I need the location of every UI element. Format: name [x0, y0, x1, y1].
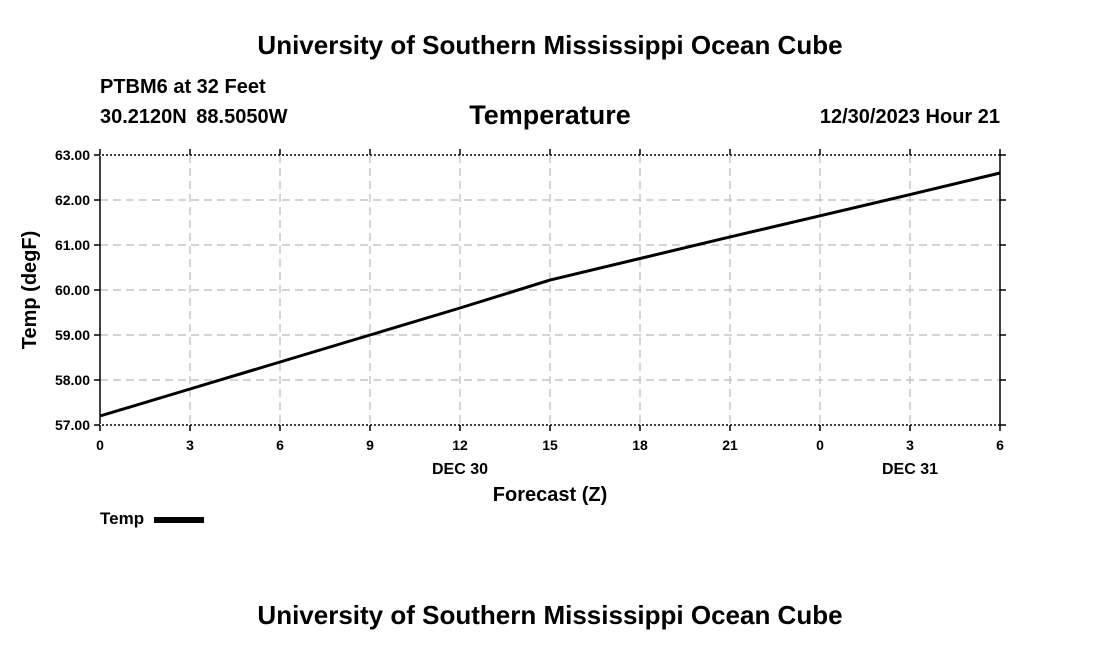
x-tick-label: 0	[96, 437, 104, 453]
y-axis-title: Temp (degF)	[19, 231, 41, 350]
y-tick-label: 62.00	[55, 192, 90, 208]
chart-title: Temperature	[469, 100, 631, 130]
station-coordinates: 30.2120N 88.5050W	[100, 106, 288, 128]
x-tick-label: 9	[366, 437, 374, 453]
main-title: University of Southern Mississippi Ocean…	[257, 30, 843, 60]
x-tick-label: 6	[996, 437, 1004, 453]
x-tick-label: 3	[186, 437, 194, 453]
x-tick-label: 21	[722, 437, 738, 453]
grid-lines	[100, 155, 1000, 425]
chart-datetime: 12/30/2023 Hour 21	[819, 106, 1000, 128]
series-line-temp	[99, 171, 1001, 418]
legend-line-swatch	[154, 517, 205, 523]
x-axis-ticks: 0 3 6 9 12 15 18 21 0 3 6 DEC 30 DEC 31	[96, 149, 1004, 478]
x-tick-label: 18	[632, 437, 648, 453]
y-tick-label: 59.00	[55, 327, 90, 343]
series-layer	[99, 171, 1001, 418]
y-axis-ticks: 57.00 58.00 59.00 60.00 61.00 62.00 63.00	[55, 147, 1006, 433]
x-tick-label: 12	[452, 437, 468, 453]
y-tick-label: 60.00	[55, 282, 90, 298]
station-name: PTBM6 at 32 Feet	[100, 76, 266, 98]
y-tick-label: 57.00	[55, 417, 90, 433]
x-tick-label: 6	[276, 437, 284, 453]
y-tick-label: 58.00	[55, 372, 90, 388]
y-tick-label: 63.00	[55, 147, 90, 163]
x-tick-label: 0	[816, 437, 824, 453]
legend-label: Temp	[100, 509, 145, 528]
x-date-label: DEC 31	[882, 461, 938, 478]
x-tick-label: 3	[906, 437, 914, 453]
y-tick-label: 61.00	[55, 237, 90, 253]
legend: Temp	[100, 509, 205, 529]
x-axis-title: Forecast (Z)	[493, 484, 607, 506]
footer-title: University of Southern Mississippi Ocean…	[257, 600, 843, 630]
x-date-label: DEC 30	[432, 461, 488, 478]
x-tick-label: 15	[542, 437, 558, 453]
